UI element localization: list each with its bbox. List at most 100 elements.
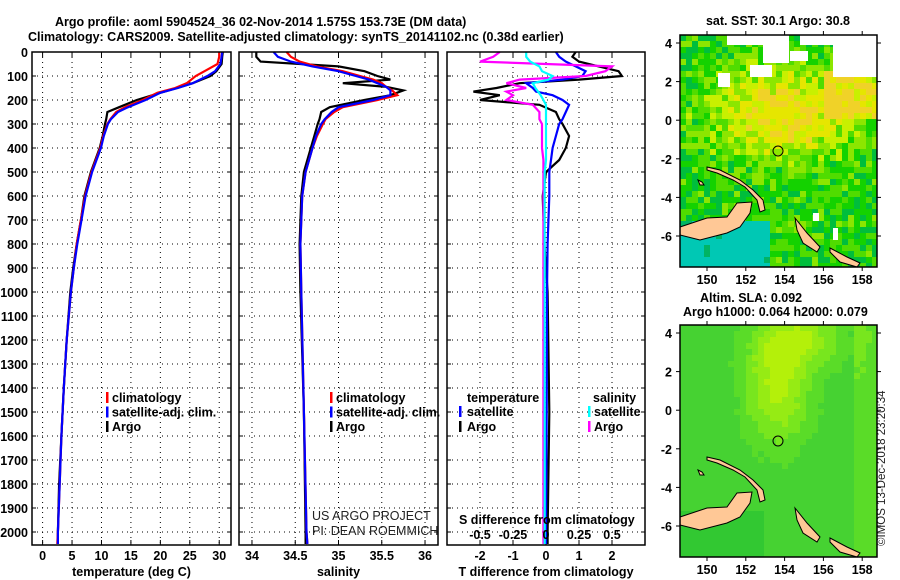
map-cell <box>776 463 782 469</box>
map-cell <box>824 101 830 107</box>
map-cell <box>728 53 734 59</box>
map-cell <box>776 191 782 197</box>
lon-tick-label: 158 <box>852 273 873 287</box>
map-cell <box>866 191 872 197</box>
map-cell <box>782 409 788 415</box>
x-tick-label: 1 <box>576 549 583 563</box>
map-cell <box>758 529 764 535</box>
map-cell <box>722 179 728 185</box>
map-cell <box>860 209 866 215</box>
map-cell <box>806 505 812 511</box>
map-cell <box>764 251 770 257</box>
missing-data <box>790 51 808 61</box>
map-cell <box>740 373 746 379</box>
map-cell <box>686 361 692 367</box>
map-cell <box>722 185 728 191</box>
map-cell <box>686 415 692 421</box>
x-tick-label: 25 <box>183 549 197 563</box>
map-cell <box>680 95 686 101</box>
map-cell <box>734 167 740 173</box>
map-cell <box>800 457 806 463</box>
map-cell <box>740 89 746 95</box>
map-cell <box>794 457 800 463</box>
map-cell <box>704 355 710 361</box>
map-cell <box>794 367 800 373</box>
map-cell <box>812 337 818 343</box>
map-cell <box>704 59 710 65</box>
map-cell <box>812 361 818 367</box>
map-cell <box>872 349 877 355</box>
map-cell <box>818 457 824 463</box>
map-cell <box>770 355 776 361</box>
map-cell <box>806 119 812 125</box>
map-cell <box>680 481 686 487</box>
map-cell <box>704 95 710 101</box>
map-cell <box>794 245 800 251</box>
map-cell <box>836 203 842 209</box>
map-cell <box>842 349 848 355</box>
map-cell <box>848 173 854 179</box>
map-cell <box>806 215 812 221</box>
map-cell <box>692 409 698 415</box>
map-cell <box>860 143 866 149</box>
map-cell <box>704 541 710 547</box>
map-cell <box>824 239 830 245</box>
map-cell <box>716 343 722 349</box>
map-cell <box>722 451 728 457</box>
map-cell <box>752 349 758 355</box>
map-cell <box>800 197 806 203</box>
map-cell <box>746 541 752 547</box>
map-cell <box>806 337 812 343</box>
map-cell <box>776 77 782 83</box>
map-cell <box>770 331 776 337</box>
map-cell <box>782 427 788 433</box>
map-cell <box>698 415 704 421</box>
map-cell <box>836 529 842 535</box>
map-cell <box>692 373 698 379</box>
map-cell <box>794 101 800 107</box>
map-cell <box>770 203 776 209</box>
map-cell <box>788 119 794 125</box>
map-cell <box>716 101 722 107</box>
map-cell <box>848 445 854 451</box>
x-tick-label: 36 <box>418 549 432 563</box>
map-cell <box>758 95 764 101</box>
map-cell <box>746 547 752 553</box>
map-cell <box>842 391 848 397</box>
map-cell <box>866 439 872 445</box>
map-cell <box>830 173 836 179</box>
map-cell <box>854 239 860 245</box>
map-cell <box>830 517 836 523</box>
map-cell <box>770 95 776 101</box>
map-cell <box>728 451 734 457</box>
map-cell <box>842 355 848 361</box>
map-cell <box>848 397 854 403</box>
map-cell <box>872 119 877 125</box>
map-cell <box>860 131 866 137</box>
map-cell <box>782 505 788 511</box>
map-cell <box>812 469 818 475</box>
map-cell <box>794 337 800 343</box>
map-cell <box>782 379 788 385</box>
map-cell <box>680 191 686 197</box>
map-cell <box>824 373 830 379</box>
map-cell <box>872 239 877 245</box>
map-cell <box>764 167 770 173</box>
map-cell <box>710 35 716 41</box>
map-cell <box>722 95 728 101</box>
map-cell <box>710 179 716 185</box>
map-cell <box>782 179 788 185</box>
map-cell <box>770 409 776 415</box>
map-cell <box>746 505 752 511</box>
map-cell <box>818 361 824 367</box>
map-cell <box>824 361 830 367</box>
map-cell <box>758 469 764 475</box>
map-cell <box>818 131 824 137</box>
map-cell <box>746 137 752 143</box>
map-cell <box>860 523 866 529</box>
map-cell <box>758 143 764 149</box>
map-cell <box>728 113 734 119</box>
map-cell <box>848 505 854 511</box>
legend-label: satellite-adj. clim. <box>336 406 440 420</box>
map-cell <box>806 197 812 203</box>
